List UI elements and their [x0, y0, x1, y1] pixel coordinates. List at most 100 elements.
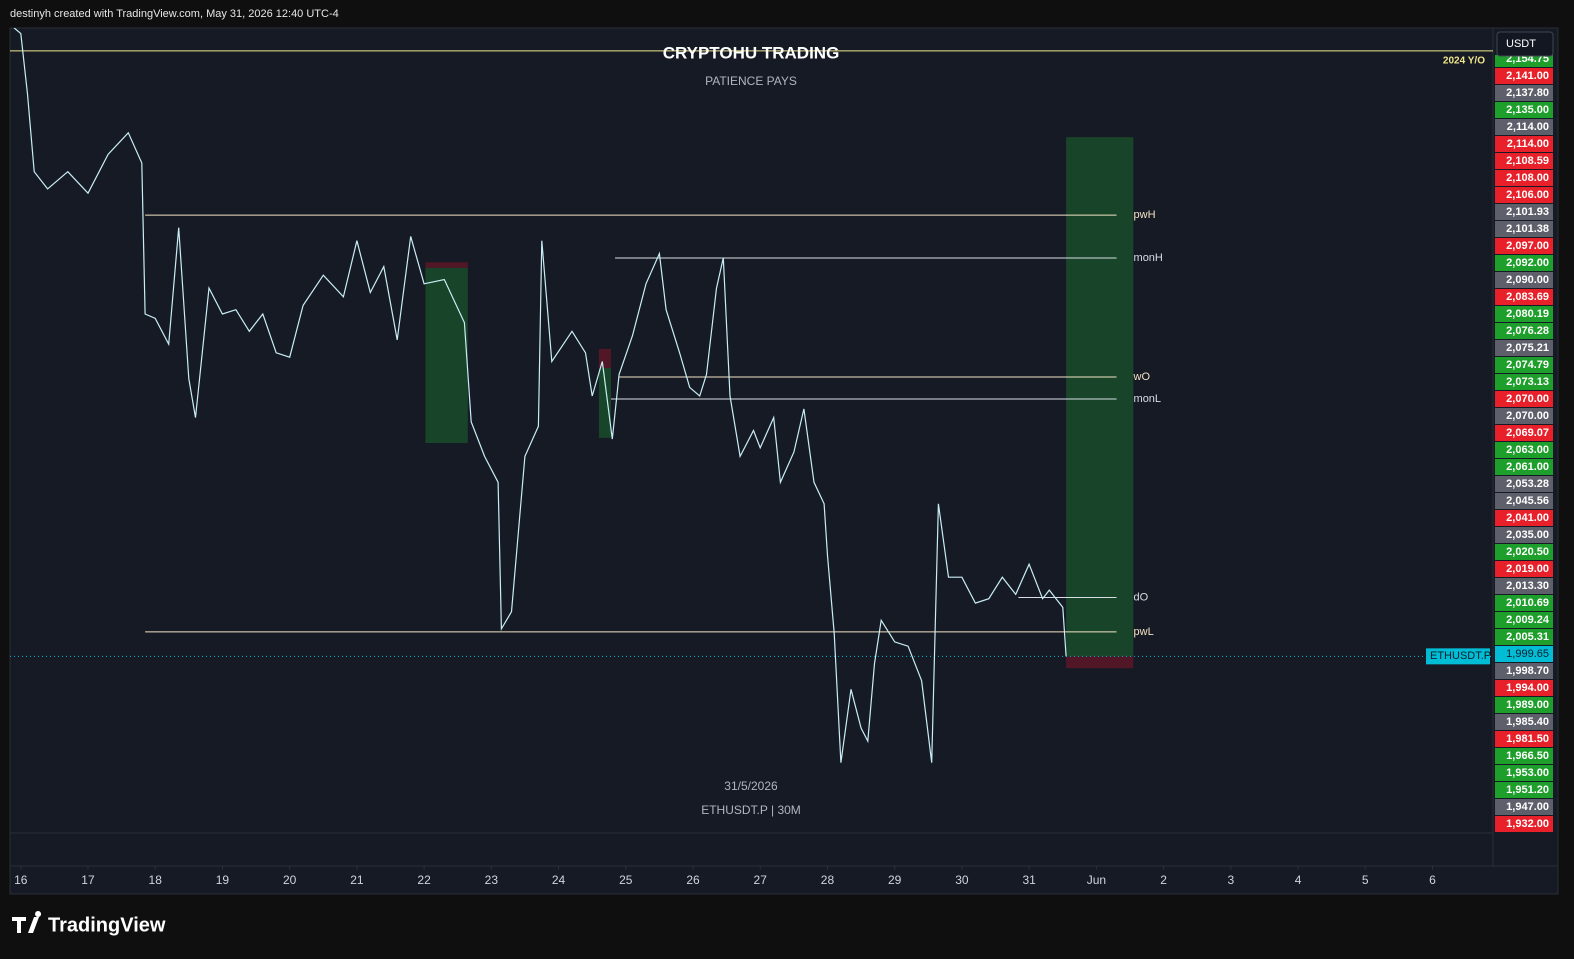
price-tag: [1495, 680, 1553, 696]
interval-label: ETHUSDT.P | 30M: [701, 803, 801, 817]
price-tag: [1495, 153, 1553, 169]
chart-subtitle: PATIENCE PAYS: [705, 74, 797, 88]
x-tick-label: 23: [485, 873, 499, 887]
price-tag-label: 1,998.70: [1506, 665, 1549, 677]
x-tick-label: 24: [552, 873, 566, 887]
price-tag-label: 2,053.28: [1506, 478, 1549, 490]
level-label: dO: [1134, 591, 1149, 603]
price-tag-label: 1,947.00: [1506, 801, 1549, 813]
currency-button[interactable]: [1496, 31, 1554, 57]
x-tick-label: 27: [754, 873, 768, 887]
price-tag-label: 2,106.00: [1506, 189, 1549, 201]
price-tag: [1495, 119, 1553, 135]
price-tag: [1495, 527, 1553, 543]
symbol-label: ETHUSDT.P: [1430, 650, 1491, 662]
price-tag: [1495, 323, 1553, 339]
price-tag-label: 1,981.50: [1506, 733, 1549, 745]
price-tag: [1495, 340, 1553, 356]
profit-zone: [598, 367, 611, 438]
level-label: pwH: [1134, 209, 1156, 221]
loss-zone: [1066, 656, 1134, 669]
year-open-label: 2024 Y/O: [1443, 56, 1485, 67]
price-tag: [1495, 476, 1553, 492]
x-tick-label: 18: [149, 873, 163, 887]
x-tick-label: 16: [14, 873, 28, 887]
price-tag: [1495, 55, 1553, 67]
x-tick-label: 26: [686, 873, 700, 887]
currency[interactable]: USDT: [1506, 38, 1536, 50]
price-tag: [1495, 578, 1553, 594]
x-tick-label: 17: [81, 873, 95, 887]
price-tag: [1495, 204, 1553, 220]
price-tag-label: 2,013.30: [1506, 580, 1549, 592]
price-tag-label: 2,070.00: [1506, 410, 1549, 422]
price-tag: [1495, 544, 1553, 560]
level-label: monL: [1134, 393, 1162, 405]
brand-logo: TradingView: [12, 911, 166, 936]
price-tag-label: 2,114.00: [1507, 121, 1549, 133]
price-tag: [1495, 816, 1553, 832]
price-tag-label: 2,045.56: [1506, 495, 1549, 507]
price-tag: [1495, 85, 1553, 101]
x-tick-label: 3: [1227, 873, 1234, 887]
price-tag-label: 2,005.31: [1506, 631, 1549, 643]
price-tag: [1495, 714, 1553, 730]
price-tag: [1495, 68, 1553, 84]
x-tick-label: 21: [350, 873, 364, 887]
price-tag: [1495, 510, 1553, 526]
price-tag-label: 1,985.40: [1506, 716, 1549, 728]
x-tick-label: 28: [821, 873, 835, 887]
price-tag-label: 2,101.93: [1506, 206, 1549, 218]
chart-frame: [9, 27, 1559, 895]
price-tag: [1495, 663, 1553, 679]
price-tag-label: 1,994.00: [1506, 682, 1549, 694]
price-tag: [1495, 459, 1553, 475]
x-tick-label: 4: [1295, 873, 1302, 887]
x-tick-label: 20: [283, 873, 297, 887]
x-tick-label: 25: [619, 873, 633, 887]
price-tag: [1495, 357, 1553, 373]
price-tag-label: 2,092.00: [1506, 257, 1549, 269]
price-tag: [1495, 255, 1553, 271]
x-tick-label: 6: [1429, 873, 1436, 887]
logo-icon: [12, 911, 42, 933]
price-tag-label: 2,075.21: [1506, 342, 1549, 354]
chart-title: CRYPTOHU TRADING: [663, 43, 840, 62]
price-tag: [1495, 612, 1553, 628]
price-tag: [1495, 731, 1553, 747]
profit-zone: [425, 267, 468, 444]
price-tag: [1495, 697, 1553, 713]
price-tag: [1495, 221, 1553, 237]
price-tag: [1495, 561, 1553, 577]
price-tag: [1495, 289, 1553, 305]
x-tick-label: 19: [216, 873, 230, 887]
price-tag-label: 1,989.00: [1506, 699, 1549, 711]
price-tag-label: 2,010.69: [1506, 597, 1549, 609]
date-label: 31/5/2026: [724, 779, 778, 793]
loss-zone: [425, 262, 468, 268]
price-tag-label: 2,009.24: [1506, 614, 1550, 626]
price-tag-label: 2,076.28: [1506, 325, 1549, 337]
symbol-tag: [1426, 648, 1490, 665]
price-tag-label: 2,108.00: [1506, 172, 1549, 184]
price-tag-label: 2,090.00: [1506, 274, 1549, 286]
price-tag-label: 2,108.59: [1506, 155, 1549, 167]
price-tag: [1495, 272, 1553, 288]
price-tag: [1495, 306, 1553, 322]
price-line: [13, 28, 1067, 763]
price-tag-label: 2,020.50: [1506, 546, 1549, 558]
level-label: wO: [1133, 371, 1151, 383]
x-tick-label: 2: [1160, 873, 1167, 887]
price-tag-label: 2,097.00: [1506, 240, 1549, 252]
level-label: pwL: [1134, 626, 1154, 638]
price-tag-label: 2,070.00: [1506, 393, 1549, 405]
level-label: monH: [1134, 252, 1163, 264]
price-tag: [1495, 102, 1553, 118]
price-tag: [1495, 799, 1553, 815]
price-tag-label: 2,073.13: [1506, 376, 1549, 388]
price-tag-label: 2,035.00: [1506, 529, 1549, 541]
price-tag-label: 2,101.38: [1506, 223, 1549, 235]
brand: TradingView: [48, 914, 166, 936]
